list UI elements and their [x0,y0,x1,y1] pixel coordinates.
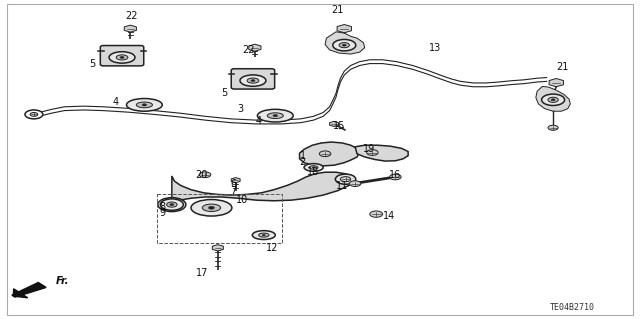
Circle shape [25,110,43,119]
Text: 8: 8 [159,202,166,211]
Ellipse shape [257,109,293,122]
Polygon shape [249,44,261,51]
Text: 4: 4 [255,116,261,126]
Circle shape [158,197,186,211]
Text: 5: 5 [221,88,227,98]
Polygon shape [355,145,408,161]
Text: 22: 22 [242,45,255,55]
Circle shape [551,99,555,101]
Ellipse shape [548,97,558,102]
Circle shape [548,125,558,130]
Ellipse shape [161,199,183,210]
Text: 2: 2 [300,157,306,167]
Circle shape [262,234,266,236]
FancyBboxPatch shape [100,46,144,66]
Text: 3: 3 [237,104,243,114]
Text: 16: 16 [389,170,401,180]
Text: 4: 4 [113,97,119,107]
Circle shape [209,206,214,209]
Polygon shape [124,25,136,32]
Text: 22: 22 [125,11,138,21]
Circle shape [342,44,346,46]
Circle shape [367,150,378,155]
Text: 1: 1 [300,151,306,161]
Text: 5: 5 [89,59,95,69]
Circle shape [142,104,147,106]
Polygon shape [13,289,28,298]
Ellipse shape [309,166,318,169]
Polygon shape [536,86,570,111]
Text: 21: 21 [332,4,344,15]
Text: TE04B2710: TE04B2710 [550,303,595,312]
Text: 10: 10 [236,195,248,205]
Circle shape [170,204,174,206]
Circle shape [340,177,351,182]
Circle shape [319,151,331,157]
FancyBboxPatch shape [231,69,275,89]
Ellipse shape [116,55,128,60]
Polygon shape [330,122,339,126]
Ellipse shape [247,78,259,83]
Text: 12: 12 [266,243,278,253]
Circle shape [120,56,124,58]
Ellipse shape [240,75,266,86]
Circle shape [335,174,356,184]
Polygon shape [325,32,365,54]
Ellipse shape [166,202,177,207]
Circle shape [251,79,255,82]
Text: 14: 14 [383,211,395,221]
Circle shape [349,181,361,187]
Text: 6: 6 [230,179,237,189]
Circle shape [30,113,38,116]
Text: 18: 18 [307,167,319,177]
Ellipse shape [304,164,323,171]
Text: 13: 13 [429,43,441,53]
Ellipse shape [191,199,232,216]
Bar [157,194,282,243]
Circle shape [273,115,278,117]
Text: 7: 7 [230,186,237,196]
Circle shape [370,211,383,217]
Polygon shape [300,142,360,166]
Ellipse shape [541,94,564,106]
Ellipse shape [259,233,269,237]
Text: 9: 9 [159,208,166,218]
Ellipse shape [202,204,221,211]
Text: 19: 19 [364,144,376,154]
Ellipse shape [109,52,135,63]
Text: 17: 17 [196,268,208,278]
Polygon shape [337,25,351,33]
Ellipse shape [136,102,152,108]
Text: 11: 11 [336,181,348,190]
Ellipse shape [268,113,284,119]
Text: 20: 20 [195,170,208,180]
Ellipse shape [333,40,356,51]
Text: 15: 15 [333,121,345,131]
Polygon shape [12,282,46,297]
Ellipse shape [339,43,349,48]
Polygon shape [549,78,563,87]
Circle shape [390,174,401,180]
Circle shape [199,172,211,178]
Text: 21: 21 [556,63,569,72]
Polygon shape [212,245,223,251]
Ellipse shape [252,231,275,240]
Polygon shape [172,172,353,203]
Polygon shape [231,178,240,183]
Ellipse shape [127,99,163,111]
Text: Fr.: Fr. [56,276,70,286]
Circle shape [312,167,315,168]
